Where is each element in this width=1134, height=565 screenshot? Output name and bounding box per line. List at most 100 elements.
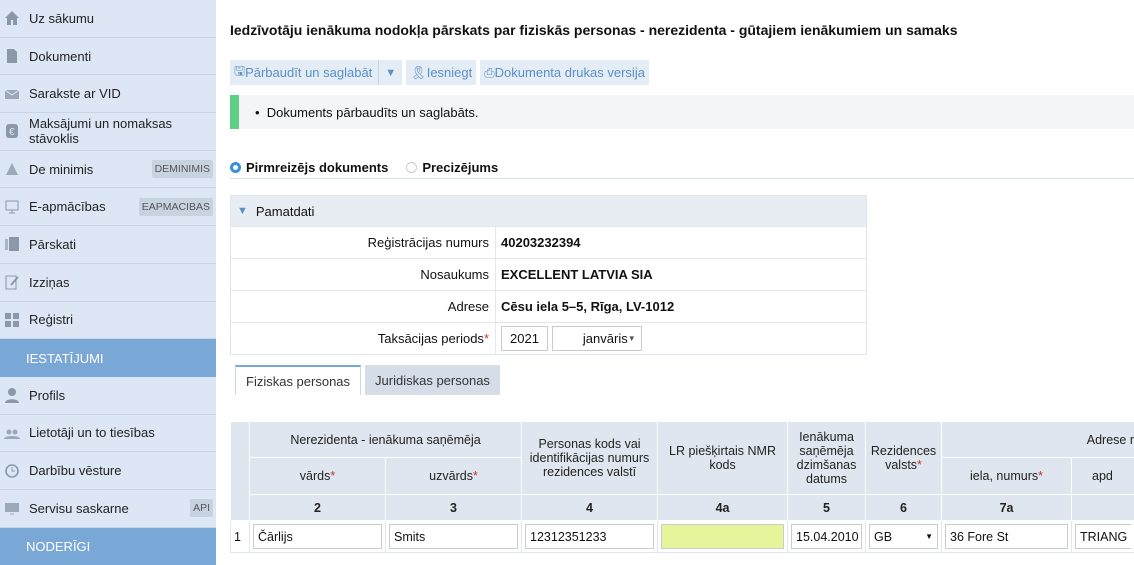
col-number: 3 — [386, 495, 522, 521]
check-save-button[interactable]: 🖫Pārbaudīt un saglabāt — [230, 60, 379, 85]
users-icon — [4, 425, 20, 441]
radio-correction[interactable]: Precizējums — [406, 157, 498, 178]
toolbar: 🖫Pārbaudīt un saglabāt ▼ 🎗Iesniegt ⎙Doku… — [230, 60, 649, 85]
badge: DEMINIMIS — [152, 160, 213, 178]
table-row: 1 Čārlijs Smits 12312351233 15.04.2010 G… — [231, 521, 1134, 553]
header-id: Personas kods vai identifikācijas numurs… — [522, 422, 658, 495]
section-useful: NODERĪGI — [0, 528, 216, 565]
home-icon — [4, 10, 20, 26]
sidebar-item-documents[interactable]: Dokumenti — [0, 38, 216, 76]
sidebar-item-label: Izziņas — [29, 275, 69, 290]
field-label: Taksācijas periods* — [231, 323, 496, 354]
tabs: Fiziskas personas Juridiskas personas — [235, 365, 500, 395]
success-message: • Dokuments pārbaudīts un saglabāts. — [230, 95, 1134, 129]
header-birth: Ienākuma saņēmēja dzimšanas datums — [788, 422, 866, 495]
submit-button[interactable]: 🎗Iesniegt — [406, 60, 476, 85]
document-icon — [4, 48, 20, 64]
sidebar-item-label: Reģistri — [29, 312, 73, 327]
bullet: • — [255, 105, 267, 120]
sidebar-item-certificates[interactable]: Izziņas — [0, 264, 216, 302]
col-number: 7a — [942, 495, 1072, 521]
sidebar-item-label: Maksājumi un nomaksas stāvoklis — [29, 116, 216, 146]
nmr-input[interactable] — [661, 524, 784, 549]
apd-input[interactable]: TRIANG — [1075, 524, 1131, 549]
sidebar-item-label: Profils — [29, 388, 65, 403]
col-number — [1072, 495, 1134, 521]
history-icon — [4, 463, 20, 479]
sidebar-item-users[interactable]: Lietotāji un to tiesības — [0, 415, 216, 453]
sidebar-item-reports[interactable]: Pārskati — [0, 226, 216, 264]
save-options-dropdown[interactable]: ▼ — [379, 60, 402, 85]
header-text: uzvārds — [429, 469, 473, 483]
header-street: iela, numurs* — [942, 458, 1072, 495]
field-label: Reģistrācijas numurs — [231, 227, 496, 258]
certificate-icon — [4, 274, 20, 290]
doc-type-radio-group: Pirmreizējs dokuments Precizējums — [230, 157, 1134, 179]
required-mark: * — [484, 331, 489, 346]
panel-title: Pamatdati — [256, 204, 315, 219]
radio-unchecked[interactable] — [406, 162, 417, 173]
sidebar-item-profile[interactable]: Profils — [0, 377, 216, 415]
scale-icon — [4, 161, 20, 177]
sidebar-item-home[interactable]: Uz sākumu — [0, 0, 216, 38]
sidebar-item-de-minimis[interactable]: De minimis DEMINIMIS — [0, 151, 216, 189]
sidebar-item-payments[interactable]: €Maksājumi un nomaksas stāvoklis — [0, 113, 216, 151]
caret-down-icon: ▼ — [237, 205, 248, 217]
sidebar-item-label: Servisu saskarne — [29, 501, 129, 516]
button-label: Pārbaudīt un saglabāt — [245, 65, 372, 80]
button-label: Iesniegt — [427, 65, 473, 80]
birth-date-input[interactable]: 15.04.2010 — [791, 524, 862, 549]
save-icon: 🖫 — [234, 62, 245, 84]
tab-legal-entities[interactable]: Juridiskas personas — [365, 365, 500, 395]
sidebar-item-label: Uz sākumu — [29, 11, 94, 26]
print-button[interactable]: ⎙Dokumenta drukas versija — [480, 60, 649, 85]
id-input[interactable]: 12312351233 — [525, 524, 654, 549]
sidebar-item-label: De minimis — [29, 162, 93, 177]
sidebar-item-label: Sarakste ar VID — [29, 86, 121, 101]
radio-initial[interactable]: Pirmreizējs dokuments — [230, 157, 388, 178]
month-select[interactable]: janvāris▼ — [552, 326, 642, 351]
reports-icon — [4, 236, 20, 252]
col-number: 4a — [658, 495, 788, 521]
field-value: EXCELLENT LATVIA SIA — [496, 267, 653, 282]
col-number: 2 — [250, 495, 386, 521]
sidebar-item-history[interactable]: Darbību vēsture — [0, 452, 216, 490]
radio-label: Precizējums — [422, 160, 498, 175]
first-name-input[interactable]: Čārlijs — [253, 524, 382, 549]
message-text: Dokuments pārbaudīts un saglabāts. — [267, 105, 479, 120]
radio-label: Pirmreizējs dokuments — [246, 160, 388, 175]
field-label: Nosaukums — [231, 259, 496, 290]
select-value: GB — [874, 530, 892, 544]
col-number: 4 — [522, 495, 658, 521]
envelope-icon — [4, 86, 20, 102]
sidebar-item-label: Pārskati — [29, 237, 76, 252]
header-address: Adrese r — [942, 422, 1134, 458]
col-number: 5 — [788, 495, 866, 521]
section-settings: IESTATĪJUMI — [0, 339, 216, 377]
street-input[interactable]: 36 Fore St — [945, 524, 1068, 549]
field-label: Adrese — [231, 291, 496, 322]
country-select[interactable]: GB▼ — [869, 524, 938, 549]
sidebar-item-correspondence[interactable]: Sarakste ar VID — [0, 75, 216, 113]
row-number: 1 — [231, 521, 250, 553]
monitor-icon — [4, 199, 20, 215]
header-blank — [231, 422, 250, 521]
sidebar-item-registers[interactable]: Reģistri — [0, 302, 216, 340]
radio-checked[interactable] — [230, 162, 241, 173]
field-value: Cēsu iela 5–5, Rīga, LV-1012 — [496, 299, 674, 314]
last-name-input[interactable]: Smits — [389, 524, 518, 549]
sidebar-item-label: E-apmācības — [29, 199, 106, 214]
printer-icon: ⎙ — [484, 65, 494, 81]
label-text: Taksācijas periods — [378, 331, 484, 346]
year-input[interactable]: 2021 — [501, 326, 548, 351]
header-first-name: vārds* — [250, 458, 386, 495]
tab-individuals[interactable]: Fiziskas personas — [235, 365, 361, 395]
panel-header[interactable]: ▼ Pamatdati — [231, 196, 866, 226]
header-country: Rezidences valsts* — [866, 422, 942, 495]
recipients-table: Nerezidenta - ienākuma saņēmēja Personas… — [230, 421, 1134, 553]
caret-down-icon: ▼ — [628, 334, 636, 343]
